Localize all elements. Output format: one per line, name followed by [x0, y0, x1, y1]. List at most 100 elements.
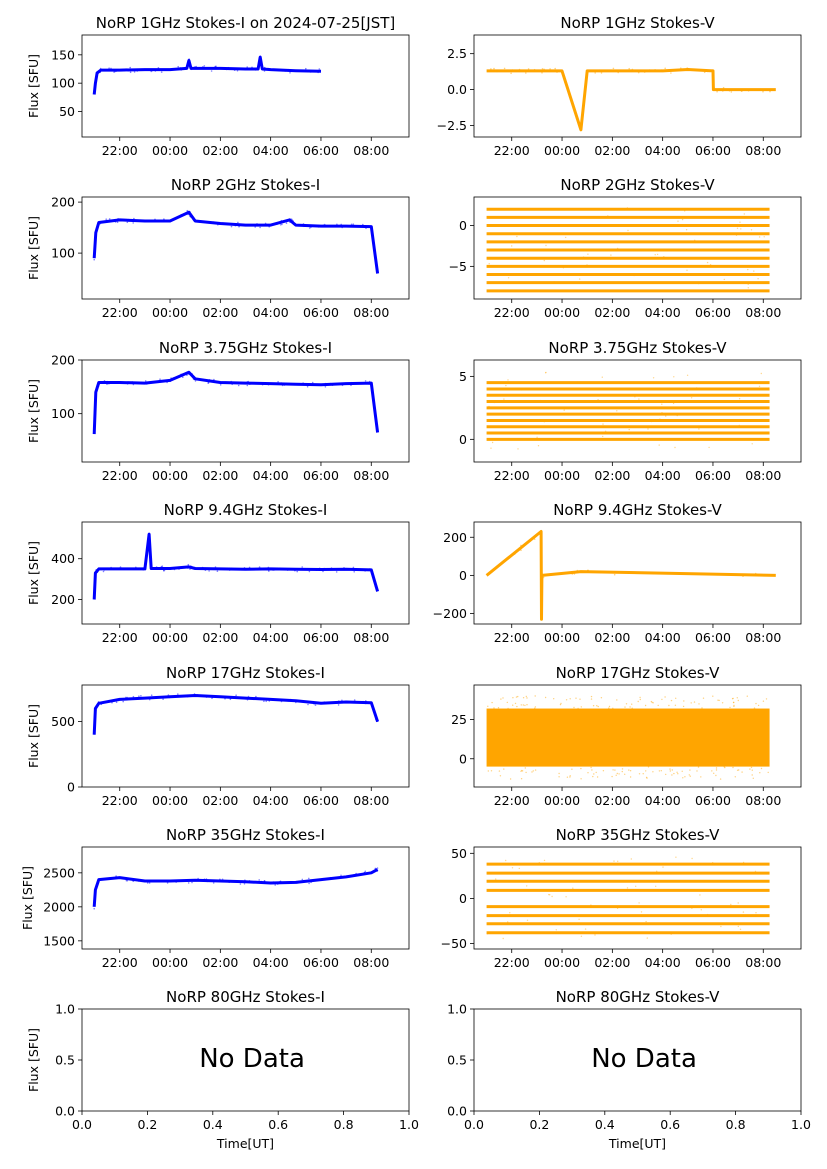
- data-point: [306, 385, 309, 388]
- x-tick-label: 06:00: [303, 143, 339, 158]
- data-point: [646, 937, 648, 939]
- data-point: [638, 902, 640, 904]
- data-point: [189, 63, 191, 65]
- data-point: [610, 258, 612, 260]
- x-tick-label: 04:00: [253, 630, 289, 645]
- data-point: [188, 879, 191, 882]
- data-point: [259, 55, 262, 58]
- data-point: [673, 772, 675, 775]
- data-point: [491, 701, 493, 704]
- data-point: [153, 220, 155, 222]
- data-point: [195, 65, 197, 68]
- x-tick-label: 06:00: [695, 955, 731, 970]
- data-point: [587, 569, 589, 572]
- data-point: [118, 69, 120, 72]
- data-point: [329, 702, 332, 704]
- y-tick-label: 0: [459, 432, 467, 447]
- data-point: [216, 570, 219, 572]
- x-tick-label: 06:00: [695, 468, 731, 483]
- data-point: [498, 389, 501, 391]
- data-point: [613, 860, 615, 862]
- data-point: [310, 70, 313, 73]
- subplot-10: NoRP 17GHz Stokes-V 0 25 22:00 00:00 02:00 04:…: [451, 664, 802, 808]
- data-point: [540, 598, 543, 601]
- data-point: [176, 68, 179, 70]
- data-point: [207, 381, 210, 384]
- data-point: [611, 775, 613, 778]
- data-point: [717, 699, 719, 701]
- x-tick-label: 22:00: [102, 630, 138, 645]
- data-point: [122, 700, 124, 703]
- series-line: [485, 530, 776, 621]
- data-point: [296, 882, 298, 884]
- data-point: [553, 281, 555, 283]
- data-point: [681, 218, 684, 221]
- data-point: [553, 698, 555, 700]
- x-tick-label: 04:00: [253, 955, 289, 970]
- data-point: [590, 695, 593, 698]
- data-point: [650, 420, 653, 423]
- plot-area: [486, 371, 770, 450]
- series-line: [92, 868, 379, 907]
- data-point: [751, 774, 753, 776]
- data-point: [747, 268, 749, 271]
- data-point: [513, 553, 516, 555]
- data-point: [505, 384, 507, 387]
- data-point: [286, 569, 289, 571]
- data-point: [602, 435, 604, 438]
- data-point: [650, 70, 652, 72]
- data-point: [558, 772, 560, 775]
- data-point: [737, 925, 739, 928]
- data-point: [541, 68, 544, 70]
- data-point: [618, 248, 620, 251]
- data-point: [670, 699, 673, 702]
- data-point: [500, 698, 502, 700]
- data-point: [524, 704, 526, 707]
- data-point: [148, 698, 151, 701]
- y-tick-label: 0.5: [55, 1053, 75, 1068]
- data-point: [364, 870, 367, 873]
- data-point: [236, 696, 239, 699]
- data-point: [708, 446, 710, 449]
- data-point: [303, 225, 305, 228]
- data-point: [699, 894, 701, 896]
- data-point: [496, 387, 499, 389]
- data-point: [281, 384, 284, 387]
- x-tick-label: 08:00: [353, 305, 389, 320]
- data-point: [736, 257, 738, 260]
- data-point: [214, 566, 217, 568]
- data-point: [666, 248, 668, 251]
- data-point: [696, 770, 698, 772]
- data-point: [96, 228, 98, 230]
- data-point: [735, 234, 738, 236]
- data-point: [366, 381, 369, 384]
- data-point: [324, 386, 327, 388]
- data-point: [130, 218, 133, 221]
- x-tick-label: 06:00: [303, 630, 339, 645]
- data-point: [684, 210, 686, 212]
- y-tick-label: 1500: [43, 933, 75, 948]
- data-point: [564, 81, 566, 83]
- data-point: [322, 877, 325, 880]
- data-point: [150, 694, 153, 696]
- data-point: [289, 221, 291, 223]
- data-point: [621, 70, 624, 72]
- y-tick-label: 0: [459, 751, 467, 766]
- data-point: [238, 225, 240, 228]
- data-point: [738, 769, 740, 771]
- y-tick-label: 500: [51, 714, 75, 729]
- plot-area: [486, 67, 776, 132]
- data-point: [227, 66, 230, 69]
- data-point: [162, 698, 164, 700]
- x-tick-label: 08:00: [353, 143, 389, 158]
- data-point: [283, 384, 286, 386]
- data-point: [736, 227, 739, 229]
- data-point: [94, 575, 97, 577]
- data-point: [307, 700, 309, 703]
- data-point: [646, 777, 648, 779]
- data-point: [125, 879, 128, 882]
- data-point: [722, 86, 725, 89]
- data-point: [96, 72, 99, 75]
- data-point: [760, 372, 762, 375]
- data-point: [180, 213, 183, 216]
